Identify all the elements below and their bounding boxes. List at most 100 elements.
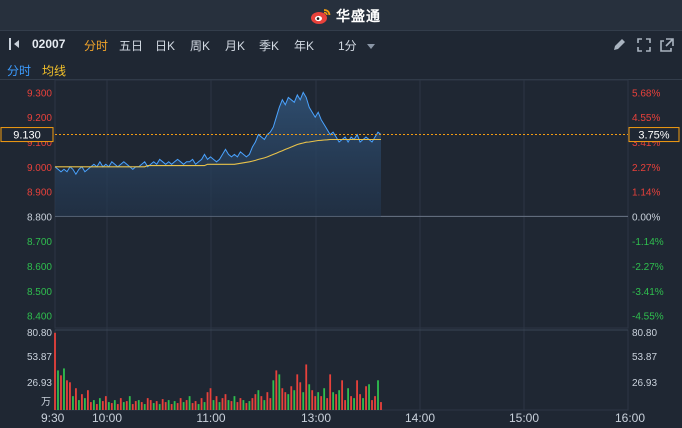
tab-period-month[interactable]: 月K xyxy=(225,39,246,53)
volume-bar xyxy=(191,403,194,410)
volume-bar xyxy=(329,374,332,410)
volume-bar xyxy=(137,400,140,410)
price-line xyxy=(54,91,382,176)
percent-tick-label: 2.27% xyxy=(632,163,660,174)
volume-bar xyxy=(305,364,308,410)
volume-bar xyxy=(78,400,80,410)
volume-bar xyxy=(158,404,161,410)
volume-bar xyxy=(98,398,101,410)
volume-bar xyxy=(182,402,185,410)
volume-bar xyxy=(359,394,361,410)
volume-bar xyxy=(54,332,56,410)
percent-tick-label: 3.41% xyxy=(632,138,660,149)
volume-bar xyxy=(248,401,251,410)
interval-select[interactable]: 1分 xyxy=(338,37,376,54)
volume-bar xyxy=(116,404,119,410)
percent-tick-label: -3.41% xyxy=(632,287,664,298)
volume-bar xyxy=(284,392,287,410)
volume-bar xyxy=(176,403,179,410)
volume-bar xyxy=(92,400,95,410)
percent-tick-label: -1.14% xyxy=(632,237,664,248)
volume-bar xyxy=(110,403,113,410)
volume-bar xyxy=(350,396,352,410)
volume-bar xyxy=(66,380,68,410)
volume-bar xyxy=(81,394,83,410)
tab-period-quarter[interactable]: 季K xyxy=(259,39,280,53)
volume-bar xyxy=(299,382,302,410)
volume-bar xyxy=(203,402,206,410)
volume-bar xyxy=(170,404,173,410)
volume-bar xyxy=(257,390,260,410)
volume-bar xyxy=(122,402,125,410)
price-tick-label: 8.500 xyxy=(27,287,52,298)
fullscreen-icon[interactable] xyxy=(636,37,652,53)
pencil-icon[interactable] xyxy=(611,37,627,53)
volume-bar xyxy=(242,400,245,410)
volume-bar xyxy=(227,400,230,410)
price-tick-label: 8.900 xyxy=(27,188,52,199)
current-price-marker: 9.130 3.75% xyxy=(0,127,680,143)
price-tick-label: 8.400 xyxy=(27,312,52,323)
tab-period-5day[interactable]: 五日 xyxy=(119,39,144,53)
volume-bar xyxy=(281,388,284,410)
volume-bar xyxy=(236,402,239,410)
volume-bar xyxy=(215,396,218,410)
volume-bar xyxy=(353,398,355,410)
volume-bar xyxy=(320,396,323,410)
price-tick-label: 8.800 xyxy=(27,212,52,223)
collapse-panel-icon[interactable] xyxy=(6,36,22,52)
volume-bar xyxy=(278,374,281,410)
popout-icon[interactable] xyxy=(659,37,675,53)
volume-bar xyxy=(293,390,296,410)
volume-bar xyxy=(224,394,227,410)
axis-labels: 9.300 9.200 9.100 9.000 8.900 8.800 8.700 8.600… xyxy=(27,88,664,425)
volume-bar xyxy=(314,396,317,410)
volume-bar xyxy=(179,398,182,410)
volume-tick-label-right: 80.80 xyxy=(632,328,657,339)
volume-bar xyxy=(206,392,209,410)
price-tick-label: 9.200 xyxy=(27,113,52,124)
current-price-box xyxy=(0,127,54,143)
legend-price-line: 分时 xyxy=(7,64,32,78)
volume-bar xyxy=(75,388,77,410)
volume-bar xyxy=(218,402,221,410)
tab-period-fenshi[interactable]: 分时 xyxy=(84,39,109,53)
volume-bar xyxy=(119,398,122,410)
time-tick-label: 13:00 xyxy=(301,411,331,425)
price-tick-label: 8.600 xyxy=(27,262,52,273)
volume-bar xyxy=(371,400,373,410)
volume-bar xyxy=(131,404,134,410)
volume-tick-label-right: 53.87 xyxy=(632,352,657,363)
price-tick-label: 9.300 xyxy=(27,88,52,99)
volume-bar xyxy=(230,401,233,410)
volume-bar xyxy=(311,390,314,410)
volume-bar xyxy=(221,398,224,410)
price-area xyxy=(55,92,381,217)
volume-bar xyxy=(287,394,290,410)
volume-bar xyxy=(269,398,272,410)
price-area-fill xyxy=(55,92,381,217)
series-price-line xyxy=(54,91,382,176)
time-tick-label: 15:00 xyxy=(509,411,539,425)
volume-bar xyxy=(233,396,236,410)
time-tick-label: 14:00 xyxy=(405,411,435,425)
tab-period-week[interactable]: 周K xyxy=(190,39,211,53)
volume-bar xyxy=(266,392,269,410)
volume-bar xyxy=(128,396,131,410)
current-price-label: 9.130 xyxy=(13,130,41,142)
volume-tick-label: 26.93 xyxy=(27,378,52,389)
volume-bar xyxy=(188,396,191,410)
tab-period-day[interactable]: 日K xyxy=(155,39,176,53)
tab-period-year[interactable]: 年K xyxy=(294,39,315,53)
volume-bar xyxy=(326,398,329,410)
volume-bar xyxy=(332,392,335,410)
average-line xyxy=(55,138,381,168)
volume-bar xyxy=(251,398,254,410)
volume-bar xyxy=(104,396,107,410)
volume-bar xyxy=(308,384,311,410)
volume-bar xyxy=(194,401,197,410)
volume-bar xyxy=(296,374,299,410)
volume-bar xyxy=(245,403,248,410)
stock-code: 02007 xyxy=(32,37,66,51)
